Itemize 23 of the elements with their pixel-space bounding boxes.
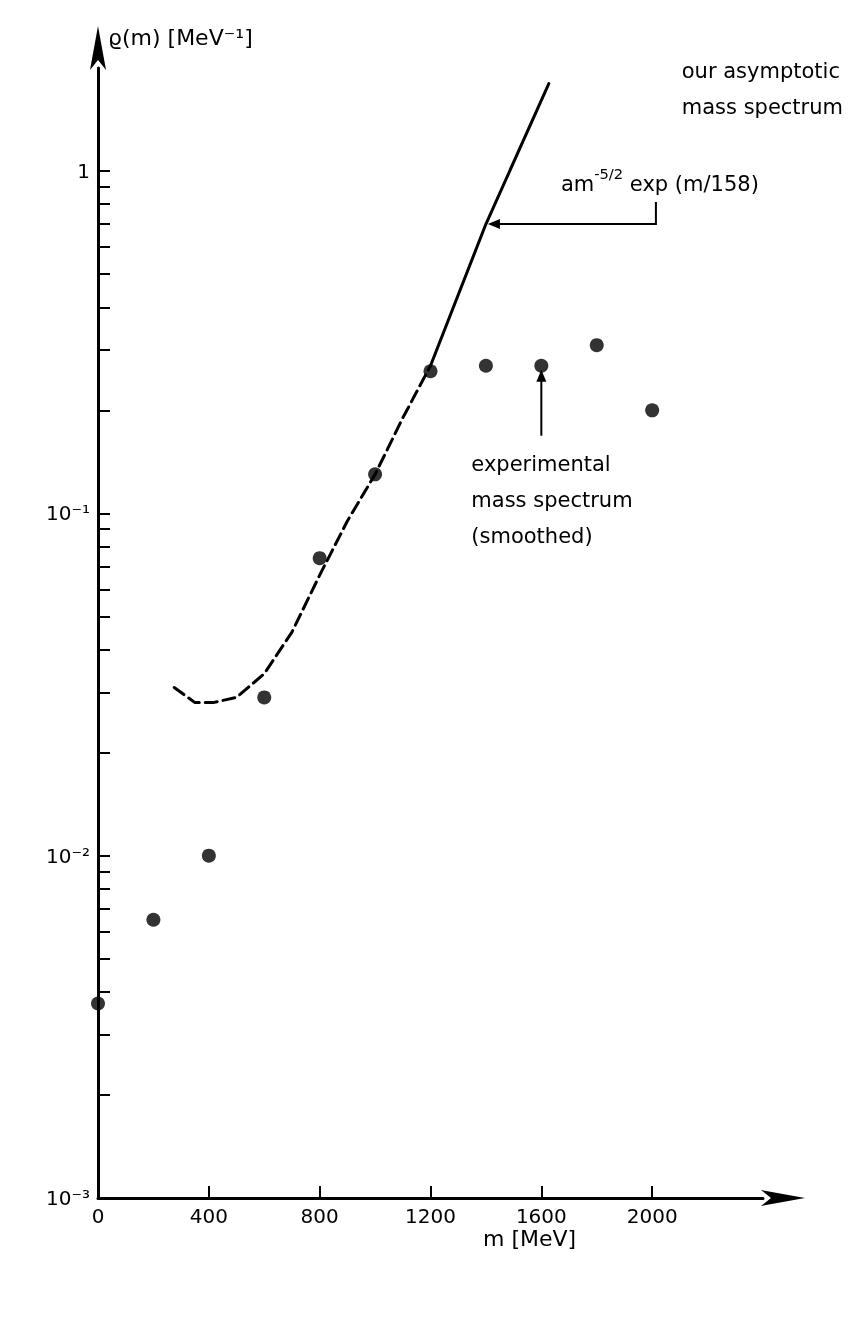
- x-tick-label: 0: [91, 1204, 105, 1228]
- y-tick-label: 10⁻³: [45, 1186, 90, 1210]
- point: [146, 912, 161, 927]
- x-axis-title: m [MeV]: [483, 1225, 577, 1251]
- x-tick-label: 1200: [405, 1204, 456, 1228]
- y-tick-label: 1: [77, 159, 90, 184]
- annotation: experimental mass spectrum (smoothed): [471, 451, 633, 548]
- x-tick-label: 2000: [626, 1204, 678, 1228]
- point: [201, 848, 216, 863]
- x-tick-label: 800: [300, 1204, 339, 1228]
- y-tick-label: 10⁻¹: [45, 501, 90, 526]
- y-tick-label: 10⁻²: [45, 843, 90, 868]
- x-tick-label: 1600: [515, 1204, 567, 1228]
- point: [478, 358, 493, 373]
- point: [312, 551, 327, 566]
- x-tick-label: 400: [189, 1204, 228, 1228]
- point: [257, 690, 272, 705]
- point: [645, 403, 660, 418]
- point: [534, 358, 549, 373]
- point: [589, 338, 604, 353]
- point: [91, 996, 105, 1011]
- y-axis-title: ϱ(m) [MeV⁻¹]: [108, 24, 253, 50]
- annotation: our asymptotic mass spectrum: [681, 59, 844, 119]
